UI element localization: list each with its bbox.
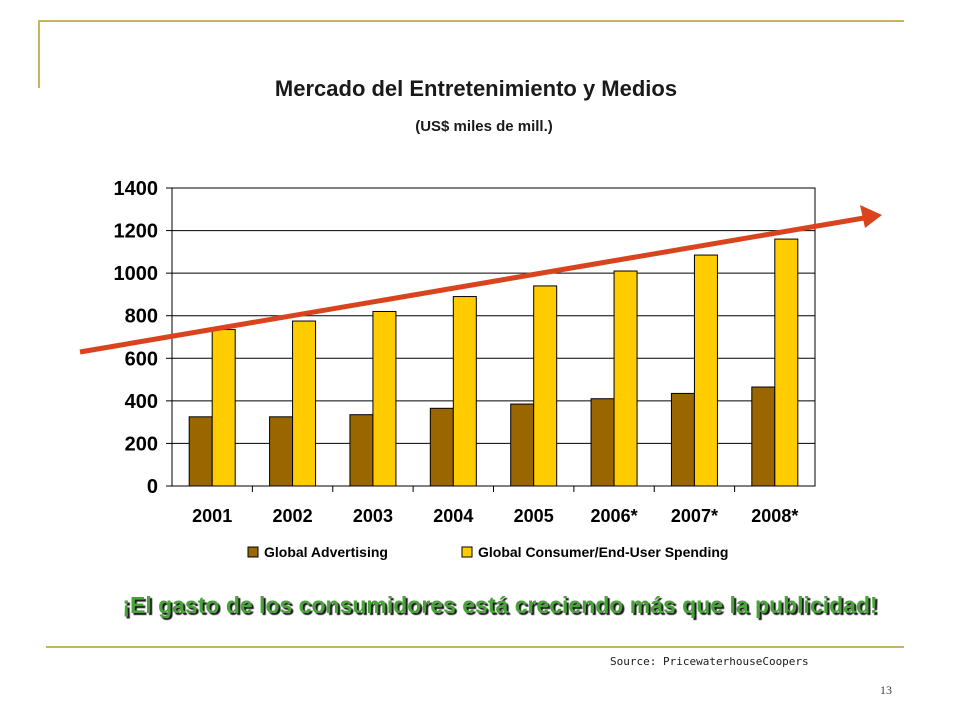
y-tick-label: 800 [125,306,158,328]
bar-advertising [751,386,776,487]
x-tick-label: 2008* [751,506,798,526]
bar-consumer-spending [211,329,236,487]
x-tick-label: 2007* [671,506,718,526]
bar-consumer-spending [452,296,477,487]
trend-arrow-line [79,215,865,355]
bar-advertising [510,403,535,487]
legend-label: Global Consumer/End-User Spending [478,544,728,560]
bar-advertising [429,407,454,487]
bar-consumer-spending [292,320,317,487]
x-tick-label: 2001 [192,506,232,526]
y-tick-label: 1400 [114,178,159,200]
plot-area [171,187,816,487]
x-tick-label: 2005 [514,506,554,526]
bottom-divider [46,646,904,648]
source-citation: Source: PricewaterhouseCoopers [610,655,809,668]
legend-label: Global Advertising [264,544,388,560]
y-tick-label: 200 [125,433,158,455]
y-tick-label: 1200 [114,221,159,243]
bar-consumer-spending [613,270,638,487]
y-tick-label: 600 [125,348,158,370]
top-border-line [38,20,904,22]
trend-arrow-head-icon [860,205,882,228]
bar-consumer-spending [774,238,799,487]
x-tick-label: 2002 [273,506,313,526]
headline-text: ¡El gasto de los consumidores está creci… [122,592,878,618]
bar-consumer-spending [533,285,558,487]
bar-advertising [670,392,695,487]
bar-advertising [590,398,615,487]
x-tick-label: 2003 [353,506,393,526]
bar-advertising [349,414,374,487]
bar-advertising [188,416,213,487]
bar-advertising [269,416,294,487]
y-tick-label: 1000 [114,263,159,285]
bar-consumer-spending [693,254,718,487]
x-tick-label: 2004 [433,506,473,526]
y-tick-label: 400 [125,391,158,413]
x-tick-label: 2006* [591,506,638,526]
legend-swatch [461,546,473,558]
page-number: 13 [880,683,892,697]
bar-consumer-spending [372,310,397,487]
left-border-line [38,20,40,88]
chart-title: Mercado del Entretenimiento y Medios [274,76,678,101]
legend-swatch [247,546,259,558]
y-tick-label: 0 [147,476,158,498]
chart-subtitle: (US$ miles de mill.) [415,118,553,135]
